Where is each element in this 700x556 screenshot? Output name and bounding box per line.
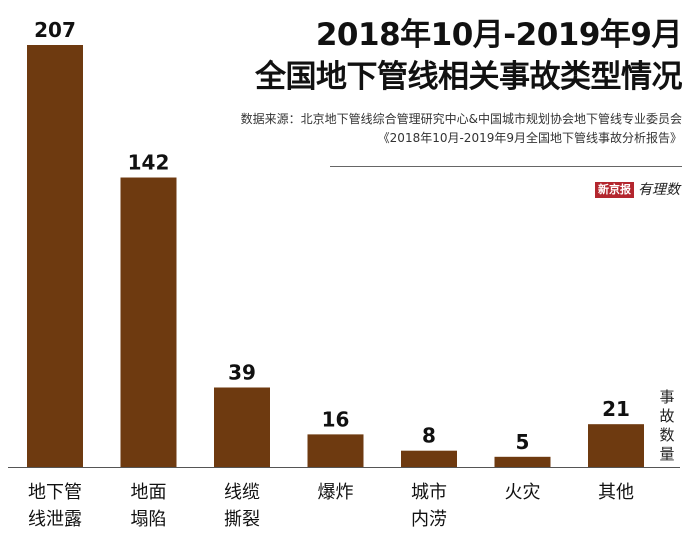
bar-6: [494, 456, 551, 467]
source-line-1: 数据来源：北京地下管线综合管理研究中心&中国城市规划协会地下管线专业委员会: [240, 112, 682, 126]
data-source: 数据来源：北京地下管线综合管理研究中心&中国城市规划协会地下管线专业委员会 《2…: [241, 110, 682, 148]
category-label-2-line-2: 塌陷: [131, 509, 167, 530]
category-label-3-line-2: 撕裂: [224, 509, 260, 530]
brand-text: 有理数: [638, 182, 680, 198]
category-label-1-line-1: 地下管: [28, 482, 82, 503]
bar-4: [307, 434, 364, 467]
category-label-3-line-1: 线缆: [224, 482, 260, 503]
brand-logo: 新京报 有理数: [595, 182, 680, 198]
bar-5: [401, 450, 457, 467]
bar-1: [27, 45, 83, 467]
value-label-3: 39: [228, 360, 256, 384]
bar-3: [214, 387, 270, 467]
category-label-5-line-2: 内涝: [411, 509, 447, 530]
value-label-6: 5: [516, 430, 530, 454]
category-label-7: 其他: [598, 482, 634, 503]
value-label-2: 142: [128, 151, 170, 175]
category-label-4: 爆炸: [318, 482, 354, 503]
value-label-4: 16: [322, 407, 350, 431]
category-label-6: 火灾: [505, 482, 541, 503]
source-line-2: 《2018年10月-2019年9月全国地下管线事故分析报告》: [377, 131, 682, 145]
category-label-1-line-2: 线泄露: [28, 509, 82, 530]
title-line-2: 全国地下管线相关事故类型情况: [255, 59, 683, 95]
bar-2: [120, 177, 177, 467]
category-label-2-line-1: 地面: [131, 482, 167, 503]
category-label-5-line-1: 城市: [411, 482, 447, 503]
chart-title: 2018年10月-2019年9月 全国地下管线相关事故类型情况: [255, 14, 683, 98]
value-label-1: 207: [34, 18, 76, 42]
title-line-1: 2018年10月-2019年9月: [315, 17, 683, 53]
unit-label: 事故数量: [659, 388, 675, 463]
value-label-7: 21: [602, 397, 630, 421]
divider: [330, 166, 682, 167]
bar-7: [588, 424, 644, 467]
value-label-5: 8: [422, 424, 436, 448]
brand-badge: 新京报: [595, 182, 634, 198]
